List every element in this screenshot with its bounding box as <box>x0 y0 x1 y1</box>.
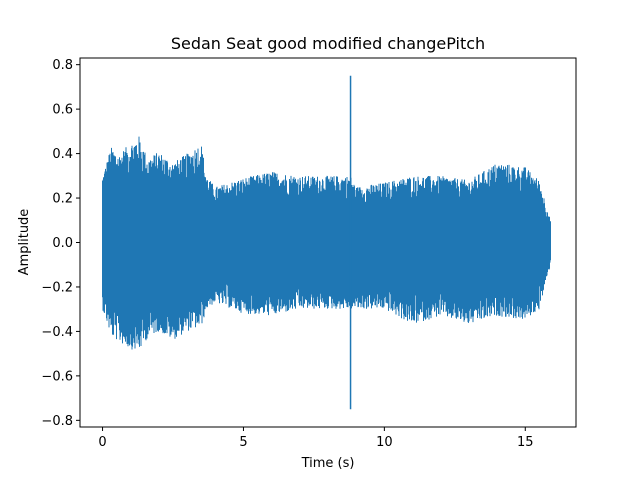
x-axis: 0 5 10 15 <box>98 427 534 450</box>
x-axis-label: Time (s) <box>301 456 355 471</box>
x-tick-label: 15 <box>517 435 534 450</box>
y-tick-label: −0.8 <box>41 414 73 429</box>
y-tick-label: 0.6 <box>52 103 73 118</box>
y-tick-label: 0.0 <box>52 236 73 251</box>
y-tick-label: 0.4 <box>52 147 73 162</box>
y-axis-label: Amplitude <box>17 209 32 276</box>
y-tick-label: −0.6 <box>41 369 73 384</box>
x-tick-label: 0 <box>98 435 106 450</box>
waveform-line <box>102 136 551 350</box>
chart-title: Sedan Seat good modified changePitch <box>171 34 485 53</box>
y-tick-label: −0.4 <box>41 325 73 340</box>
plot-area <box>79 57 577 428</box>
waveform-series <box>102 75 551 410</box>
x-tick-label: 10 <box>376 435 393 450</box>
x-tick-label: 5 <box>239 435 247 450</box>
y-tick-label: −0.2 <box>41 280 73 295</box>
y-tick-label: 0.8 <box>52 58 73 73</box>
y-axis: −0.8 −0.6 −0.4 −0.2 0.0 0.2 0.4 0.6 0.8 <box>41 58 80 429</box>
y-tick-label: 0.2 <box>52 192 73 207</box>
